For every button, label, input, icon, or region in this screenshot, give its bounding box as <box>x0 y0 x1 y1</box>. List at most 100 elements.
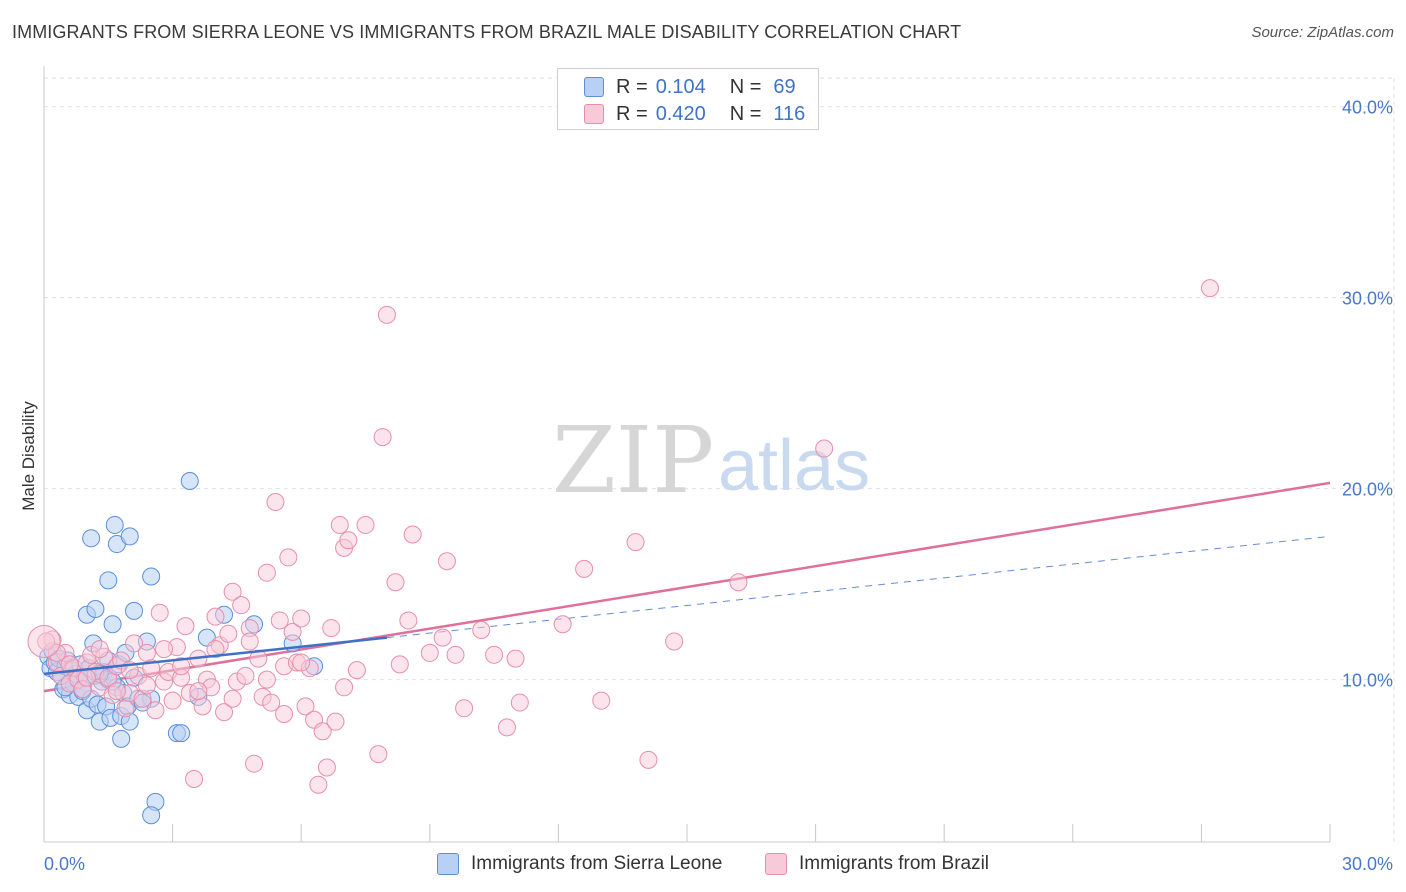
trend-line-sierra-leone <box>43 636 388 676</box>
source-credit: Source: ZipAtlas.com <box>1251 24 1394 41</box>
point-brazil <box>215 703 234 722</box>
point-brazil <box>163 691 182 710</box>
point-brazil <box>553 615 572 634</box>
point-brazil <box>339 531 358 550</box>
point-brazil <box>176 617 195 636</box>
point-brazil <box>313 722 332 741</box>
point-brazil <box>356 515 375 534</box>
point-brazil <box>262 693 281 712</box>
point-brazil <box>245 754 264 773</box>
legend-r-value: 0.104 <box>655 75 706 98</box>
point-brazil <box>283 622 302 641</box>
point-brazil <box>223 582 242 601</box>
point-brazil <box>296 697 315 716</box>
y-tick-label: 10.0% <box>1342 671 1393 691</box>
y-tick-label: 30.0% <box>1342 289 1393 309</box>
axes <box>43 66 1331 843</box>
point-brazil <box>90 640 109 659</box>
point-brazil <box>193 697 212 716</box>
point-brazil <box>485 645 504 664</box>
point-brazil <box>665 632 684 651</box>
point-brazil <box>116 699 135 718</box>
series-brazil <box>27 279 1219 794</box>
point-sierra-leone <box>99 571 118 590</box>
point-brazil <box>150 603 169 622</box>
point-sierra-leone <box>82 529 101 548</box>
point-brazil <box>206 640 225 659</box>
point-brazil <box>137 643 156 662</box>
point-brazil <box>433 628 452 647</box>
point-brazil <box>309 775 328 794</box>
point-brazil-large <box>27 624 61 658</box>
point-brazil <box>455 699 474 718</box>
point-brazil <box>266 493 285 512</box>
x-tick-label: 30.0% <box>1342 854 1393 874</box>
point-brazil <box>386 573 405 592</box>
bottom-legend-swatch-pink <box>765 853 787 875</box>
point-sierra-leone <box>103 615 122 634</box>
legend-row-sierra-leone: R = 0.104 N = 69 <box>584 75 796 99</box>
point-brazil <box>292 609 311 628</box>
point-brazil <box>420 643 439 662</box>
point-brazil <box>639 750 658 769</box>
point-brazil <box>575 559 594 578</box>
point-brazil <box>347 661 366 680</box>
point-sierra-leone <box>172 724 191 743</box>
legend-n-value: 69 <box>773 75 796 98</box>
point-brazil <box>729 573 748 592</box>
point-brazil <box>403 525 422 544</box>
point-sierra-leone <box>142 567 161 586</box>
point-sierra-leone <box>86 599 105 618</box>
point-brazil <box>155 640 174 659</box>
point-brazil <box>510 693 529 712</box>
y-tick-label: 40.0% <box>1342 98 1393 118</box>
point-sierra-leone <box>180 472 199 491</box>
bottom-legend-label: Immigrants from Sierra Leone <box>471 853 723 874</box>
point-brazil <box>437 552 456 571</box>
point-brazil <box>626 533 645 552</box>
legend-swatch-blue <box>584 77 604 97</box>
point-brazil <box>279 548 298 567</box>
point-brazil <box>146 701 165 720</box>
point-brazil <box>446 645 465 664</box>
watermark-atlas: atlas <box>718 426 870 506</box>
point-brazil <box>232 596 251 615</box>
point-sierra-leone <box>120 527 139 546</box>
point-sierra-leone <box>125 601 144 620</box>
point-brazil <box>185 769 204 788</box>
point-brazil <box>125 634 144 653</box>
point-brazil <box>369 745 388 764</box>
legend-r-label: R = <box>616 75 648 98</box>
point-brazil <box>219 624 238 643</box>
trend-line-sierra-leone-extrapolated <box>386 535 1331 639</box>
x-tick-label: 0.0% <box>44 854 85 874</box>
point-brazil <box>189 682 208 701</box>
point-sierra-leone <box>112 729 131 748</box>
point-brazil <box>292 653 311 672</box>
watermark-zip: ZIP <box>552 407 714 514</box>
point-brazil <box>326 712 345 731</box>
point-brazil <box>172 657 191 676</box>
point-brazil <box>472 620 491 639</box>
bottom-legend-brazil: Immigrants from Brazil <box>765 852 989 876</box>
legend-n-label: N = <box>729 102 762 125</box>
watermark: ZIP atlas <box>552 407 870 514</box>
legend-row-brazil: R = 0.420 N = 116 <box>584 102 805 126</box>
bottom-legend-sierra-leone: Immigrants from Sierra Leone <box>437 852 722 876</box>
point-sierra-leone <box>105 515 124 534</box>
point-brazil <box>592 691 611 710</box>
legend-r-label: R = <box>616 102 648 125</box>
point-brazil <box>317 758 336 777</box>
point-brazil <box>270 611 289 630</box>
stats-legend: R = 0.104 N = 69 R = 0.420 N = 116 <box>557 68 819 130</box>
point-brazil <box>377 305 396 324</box>
point-brazil <box>275 705 294 724</box>
point-brazil <box>506 649 525 668</box>
point-brazil <box>77 668 96 687</box>
point-brazil <box>390 655 409 674</box>
legend-n-value: 116 <box>773 102 806 125</box>
point-brazil <box>335 678 354 697</box>
bottom-legend-label: Immigrants from Brazil <box>799 853 990 874</box>
y-axis-label: Male Disability <box>19 401 38 511</box>
